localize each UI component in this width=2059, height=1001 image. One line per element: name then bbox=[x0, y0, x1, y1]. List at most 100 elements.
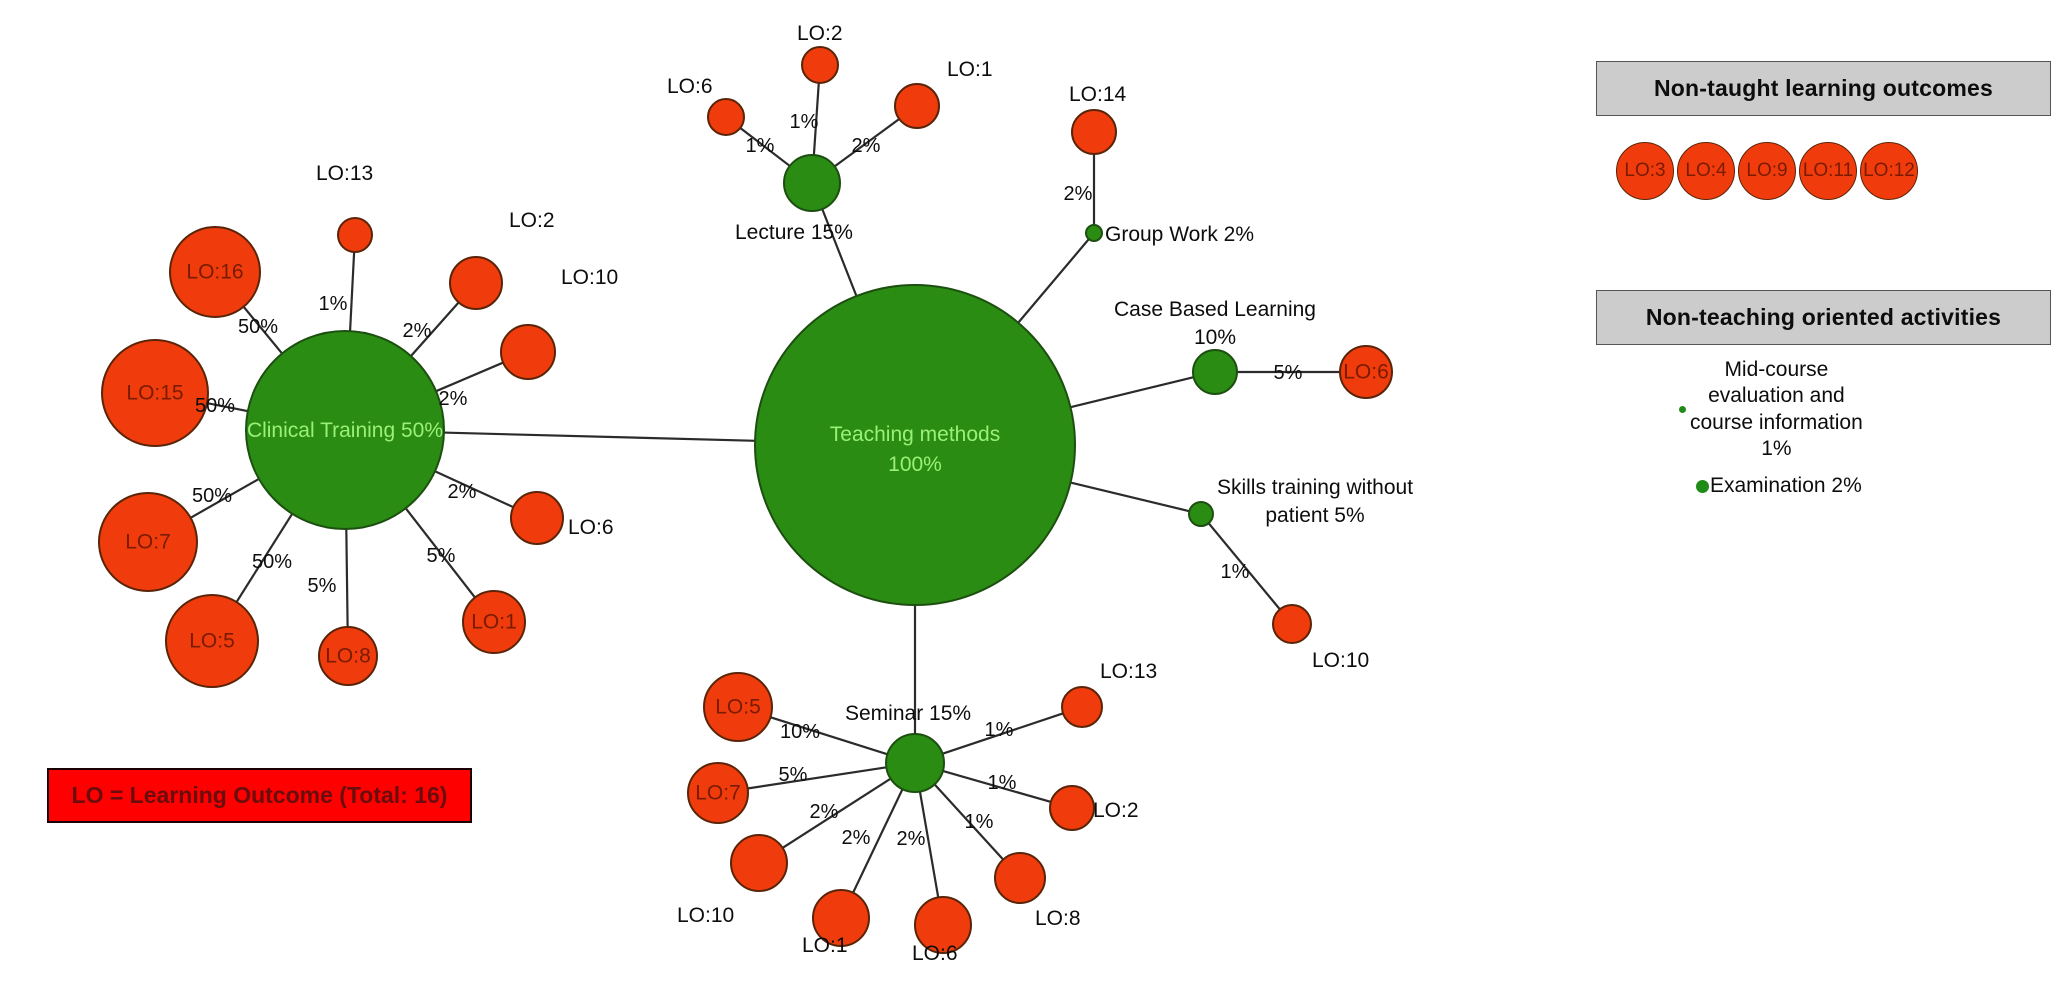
lo-node-clinical-training-LO8-9[interactable] bbox=[318, 626, 378, 686]
edge-percent-seminar-LO10-4: 2% bbox=[810, 801, 839, 823]
edge-lecture-to-LO6-0 bbox=[738, 126, 792, 168]
edge-percent-clinical-training-LO7-6: 50% bbox=[192, 485, 232, 507]
edge-seminar-to-LO7-2 bbox=[746, 766, 888, 790]
edge-percent-seminar-LO5-0: 10% bbox=[780, 721, 820, 743]
method-label-clinical-training: Clinical Training 50% bbox=[247, 419, 443, 442]
lo-node-seminar-LO6-7[interactable] bbox=[914, 896, 972, 954]
lo-node-seminar-LO1-6[interactable] bbox=[812, 889, 870, 947]
lo-label-clinical-training-LO2-2: LO:2 bbox=[509, 209, 555, 232]
non-taught-lo-chip-LO4[interactable]: LO:4 bbox=[1677, 142, 1735, 200]
root-label-line2: 100% bbox=[888, 453, 942, 476]
edge-percent-clinical-training-LO5-8: 50% bbox=[252, 551, 292, 573]
edge-percent-clinical-training-LO16-0: 50% bbox=[238, 316, 278, 338]
non-taught-lo-chips: LO:3 LO:4 LO:9 LO:11 LO:12 bbox=[1596, 140, 2051, 202]
lo-node-seminar-LO10-4[interactable] bbox=[730, 834, 788, 892]
edge-percent-seminar-LO6-7: 2% bbox=[897, 828, 926, 850]
lo-node-case-based-learning-LO6-0[interactable] bbox=[1339, 345, 1393, 399]
method-node-clinical-training[interactable] bbox=[245, 330, 445, 530]
non-taught-lo-chip-LO9[interactable]: LO:9 bbox=[1738, 142, 1796, 200]
lo-node-lecture-LO1-2[interactable] bbox=[894, 83, 940, 129]
lo-label-case-based-learning-LO6-0: LO:6 bbox=[1343, 361, 1389, 384]
lo-node-seminar-LO13-1[interactable] bbox=[1061, 686, 1103, 728]
edge-teaching-methods-to-clinical-training bbox=[442, 431, 757, 442]
lo-label-seminar-LO13-1: LO:13 bbox=[1100, 660, 1157, 683]
lo-label-clinical-training-LO16-0: LO:16 bbox=[186, 261, 243, 284]
lo-node-clinical-training-LO5-8[interactable] bbox=[165, 594, 259, 688]
edge-percent-clinical-training-LO15-4: 50% bbox=[195, 395, 235, 417]
edge-clinical-training-to-LO13-1 bbox=[348, 250, 356, 333]
non-teaching-item-label: Examination 2% bbox=[1710, 474, 1862, 497]
non-teaching-item-mid-course-evaluation: Mid-course evaluation and course informati… bbox=[1679, 357, 1863, 462]
lo-label-clinical-training-LO10-3: LO:10 bbox=[561, 266, 618, 289]
edge-percent-lecture-LO2-1: 1% bbox=[790, 111, 819, 133]
edge-clinical-training-to-LO10-3 bbox=[434, 361, 505, 393]
lo-node-skills-training-LO10-0[interactable] bbox=[1272, 604, 1312, 644]
lo-node-seminar-LO2-3[interactable] bbox=[1049, 785, 1095, 831]
edge-percent-clinical-training-LO1-7: 5% bbox=[427, 545, 456, 567]
lo-node-clinical-training-LO10-3[interactable] bbox=[500, 324, 556, 380]
non-teaching-activity-list: Mid-course evaluation and course informati… bbox=[1596, 355, 2051, 497]
lo-node-clinical-training-LO1-7[interactable] bbox=[462, 590, 526, 654]
lo-node-group-work-LO14-0[interactable] bbox=[1071, 109, 1117, 155]
lo-label-clinical-training-LO7-6: LO:7 bbox=[125, 531, 171, 554]
lo-node-clinical-training-LO7-6[interactable] bbox=[98, 492, 198, 592]
lo-node-lecture-LO2-1[interactable] bbox=[801, 46, 839, 84]
method-node-seminar[interactable] bbox=[885, 733, 945, 793]
labels-layer: Teaching methods 100% Clinical Training 50… bbox=[125, 22, 1413, 965]
edge-clinical-training-to-LO16-0 bbox=[242, 305, 284, 356]
lo-label-seminar-LO10-4: LO:10 bbox=[677, 904, 734, 927]
edge-clinical-training-to-LO6-5 bbox=[433, 469, 515, 509]
edge-lecture-to-LO2-1 bbox=[812, 81, 820, 157]
method-label-skills-training-line2: patient 5% bbox=[1265, 504, 1364, 527]
method-label-case-based-learning-line1: Case Based Learning bbox=[1114, 298, 1316, 321]
edge-seminar-to-LO6-7 bbox=[918, 790, 940, 899]
lo-node-clinical-training-LO6-5[interactable] bbox=[510, 491, 564, 545]
non-taught-legend-title: Non-taught learning outcomes bbox=[1653, 75, 1994, 101]
edge-seminar-to-LO5-0 bbox=[769, 715, 889, 756]
edge-clinical-training-to-LO8-9 bbox=[345, 527, 349, 629]
edge-percent-clinical-training-LO2-2: 2% bbox=[403, 320, 432, 342]
lo-label-seminar-LO2-3: LO:2 bbox=[1093, 799, 1139, 822]
non-taught-legend-header: Non-taught learning outcomes bbox=[1596, 61, 2051, 116]
edge-teaching-methods-to-lecture bbox=[820, 207, 858, 298]
edge-clinical-training-to-LO7-6 bbox=[189, 477, 261, 520]
edge-clinical-training-to-LO2-2 bbox=[409, 300, 461, 358]
non-taught-lo-chip-LO11[interactable]: LO:11 bbox=[1799, 142, 1857, 200]
non-taught-lo-chip-LO3[interactable]: LO:3 bbox=[1616, 142, 1674, 200]
method-node-lecture[interactable] bbox=[783, 154, 841, 212]
root-label-line1: Teaching methods bbox=[830, 423, 1000, 446]
edge-skills-training-to-LO10-0 bbox=[1207, 521, 1282, 611]
lo-node-clinical-training-LO16-0[interactable] bbox=[169, 226, 261, 318]
edge-percent-clinical-training-LO10-3: 2% bbox=[439, 388, 468, 410]
non-taught-lo-chip-LO12[interactable]: LO:12 bbox=[1860, 142, 1918, 200]
lo-label-clinical-training-LO6-5: LO:6 bbox=[568, 516, 614, 539]
method-node-skills-training[interactable] bbox=[1188, 501, 1214, 527]
method-node-case-based-learning[interactable] bbox=[1192, 349, 1238, 395]
lo-node-clinical-training-LO13-1[interactable] bbox=[337, 217, 373, 253]
lo-node-seminar-LO7-2[interactable] bbox=[687, 762, 749, 824]
lo-node-clinical-training-LO15-4[interactable] bbox=[101, 339, 209, 447]
edge-percent-clinical-training-LO8-9: 5% bbox=[308, 575, 337, 597]
lo-label-group-work-LO14-0: LO:14 bbox=[1069, 83, 1127, 106]
edge-teaching-methods-to-case-based-learning bbox=[1069, 375, 1195, 409]
lo-label-clinical-training-LO13-1: LO:13 bbox=[316, 162, 373, 185]
edge-teaching-methods-to-skills-training bbox=[1069, 481, 1191, 513]
lo-node-lecture-LO6-0[interactable] bbox=[707, 98, 745, 136]
edge-percent-seminar-LO2-3: 1% bbox=[988, 772, 1017, 794]
lo-label-clinical-training-LO5-8: LO:5 bbox=[189, 630, 235, 653]
method-node-teaching-methods[interactable] bbox=[754, 284, 1076, 606]
method-node-group-work[interactable] bbox=[1085, 224, 1103, 242]
method-label-lecture: Lecture 15% bbox=[735, 221, 853, 244]
lo-label-seminar-LO5-0: LO:5 bbox=[715, 696, 761, 719]
lo-label-seminar-LO7-2: LO:7 bbox=[695, 782, 741, 805]
lo-node-clinical-training-LO2-2[interactable] bbox=[449, 256, 503, 310]
lo-label-seminar-LO6-7: LO:6 bbox=[912, 942, 958, 965]
lo-node-seminar-LO5-0[interactable] bbox=[703, 672, 773, 742]
lo-node-seminar-LO8-5[interactable] bbox=[994, 852, 1046, 904]
lo-label-clinical-training-LO8-9: LO:8 bbox=[325, 645, 371, 668]
non-teaching-item-label: Mid-course evaluation and course informati… bbox=[1690, 358, 1863, 460]
edge-seminar-to-LO8-5 bbox=[933, 782, 1005, 862]
edge-percent-skills-training-LO10-0: 1% bbox=[1221, 561, 1250, 583]
